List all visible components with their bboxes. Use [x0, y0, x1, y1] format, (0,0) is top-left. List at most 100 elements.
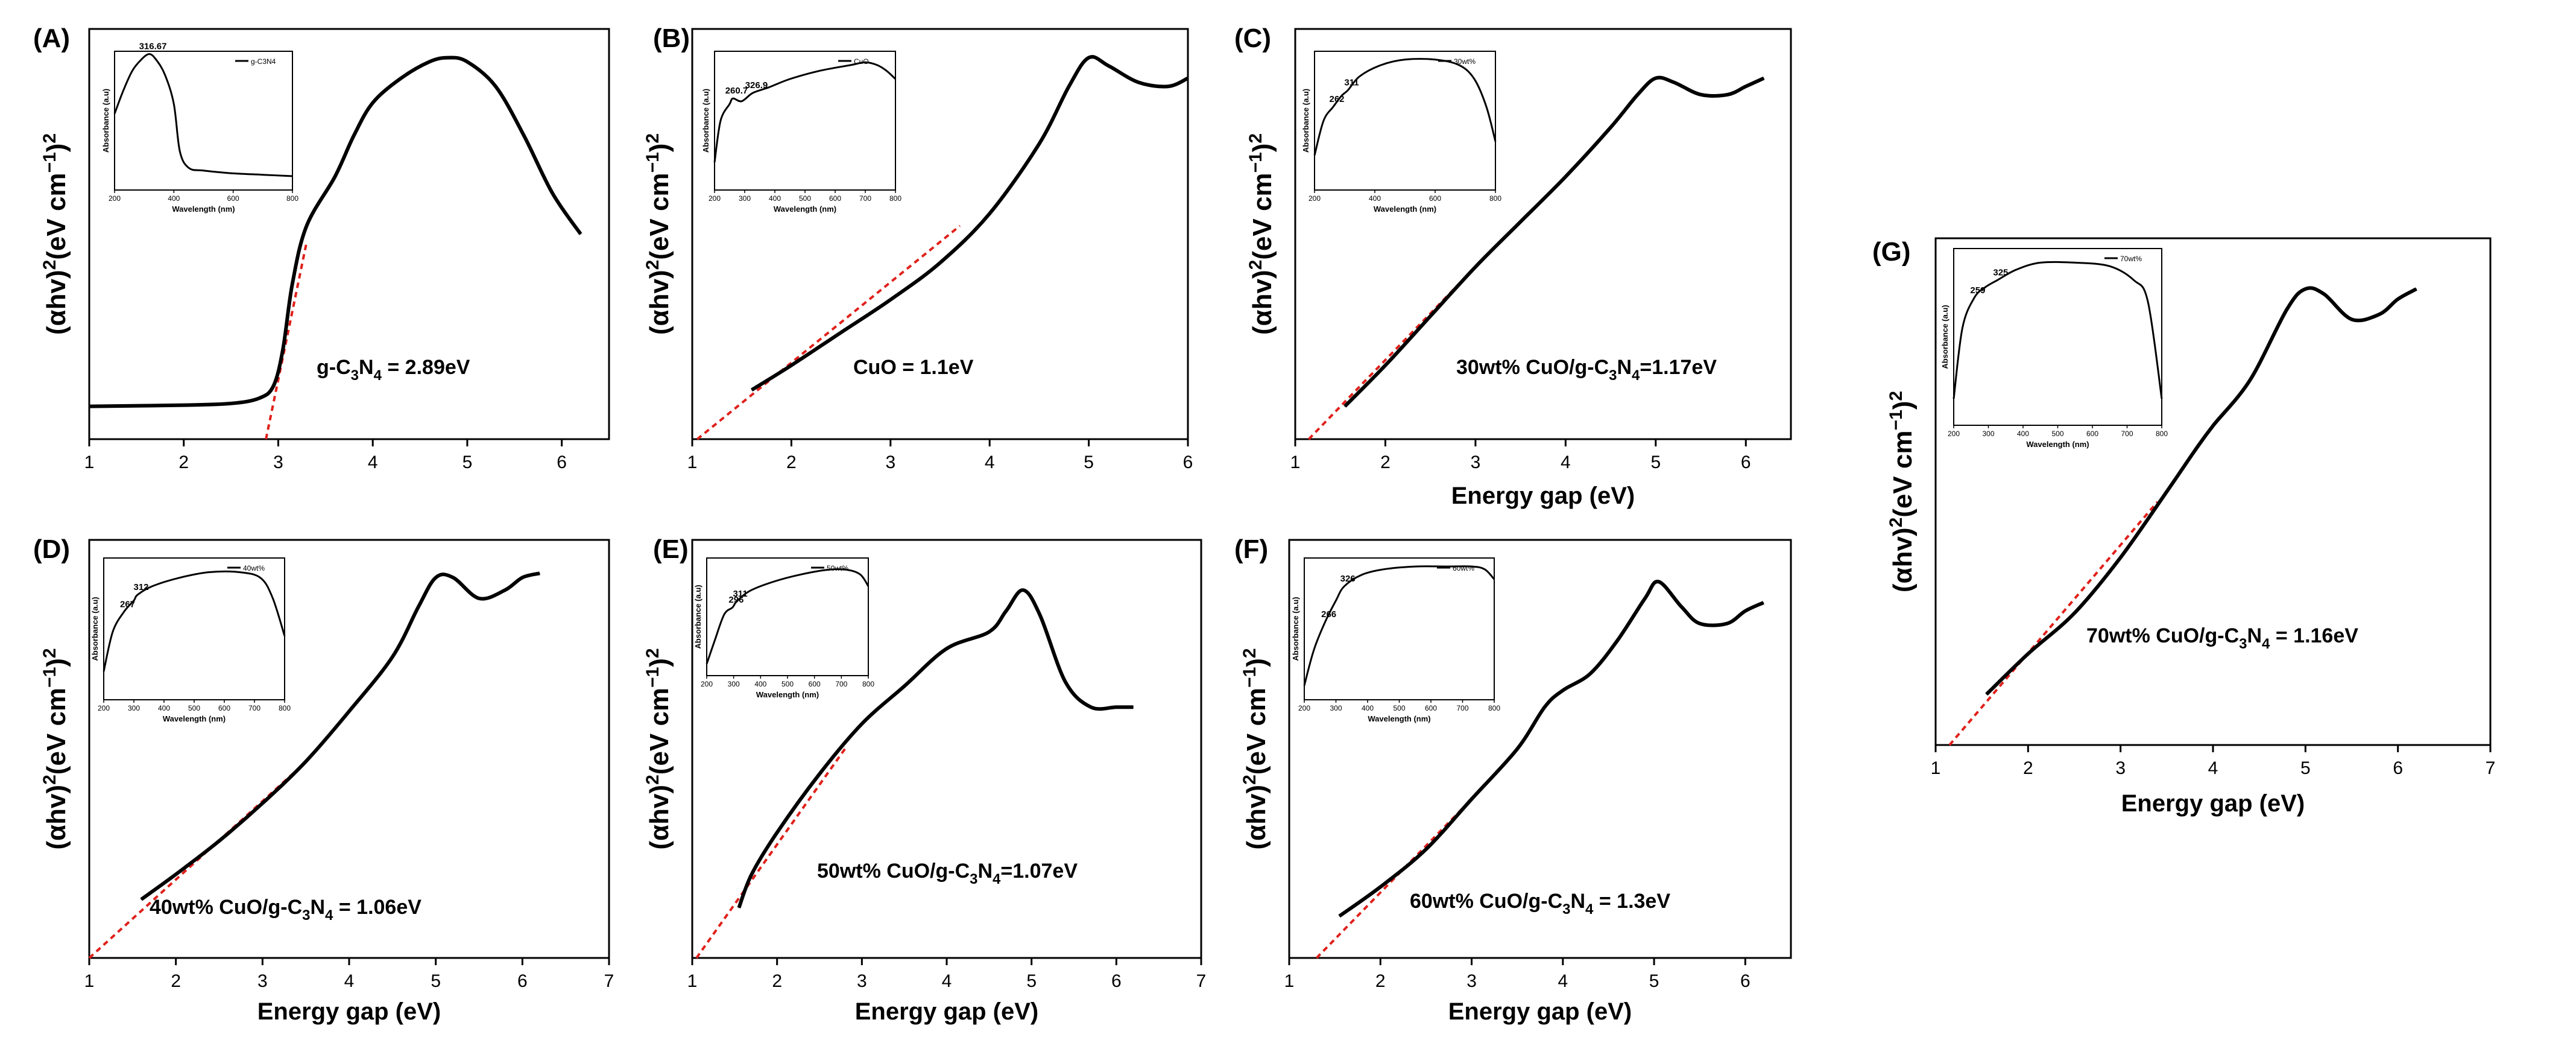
data-point — [447, 57, 449, 59]
inset-peak-label: 262 — [1329, 94, 1344, 104]
inset-frame — [103, 557, 285, 700]
x-tick-label: 3 — [1471, 452, 1481, 472]
y-label-unit-exp: −1 — [40, 667, 60, 688]
x-tick-label: 5 — [1084, 452, 1094, 472]
x-tick-label: 5 — [1650, 452, 1661, 472]
x-tick-label: 3 — [1466, 971, 1477, 991]
y-label-main: (αhv) — [1248, 270, 1277, 335]
plot-frame — [1294, 28, 1792, 440]
y-label-close: ) — [1888, 401, 1918, 410]
y-label-main: (αhv) — [1888, 527, 1918, 592]
annotation-sub3: 3 — [1609, 367, 1617, 384]
inset-x-tick-label: 600 — [1425, 704, 1437, 712]
inset-x-label: Wavelength (nm) — [1368, 714, 1430, 723]
y-label-exp: 2 — [643, 260, 663, 270]
plot-frame — [1288, 539, 1792, 959]
data-point — [1562, 690, 1564, 691]
bandgap-annotation: 50wt% CuO/g-C3N4=1.07eV — [817, 860, 1078, 887]
inset-x-tick-label: 300 — [728, 680, 740, 688]
inset-peak-label: 326.9 — [745, 80, 768, 90]
inset-x-tick-label: 700 — [1456, 704, 1468, 712]
data-point — [1116, 706, 1117, 708]
data-point — [2351, 319, 2352, 320]
y-label-close: ) — [1248, 144, 1277, 153]
inset-curve — [1303, 565, 1495, 686]
y-label-unit: (eV cm — [645, 173, 674, 259]
annotation-value: = 1.06eV — [333, 896, 421, 919]
tauc-fit-line — [1307, 266, 1477, 440]
data-point — [353, 135, 355, 136]
data-point — [523, 135, 525, 136]
y-label-unit-exp: −1 — [1240, 667, 1260, 688]
x-tick-label: 5 — [1026, 971, 1037, 991]
inset-frame — [1953, 248, 2162, 426]
plot-frame — [691, 28, 1189, 440]
inset-x-tick-label: 800 — [1488, 704, 1500, 712]
y-label-exp: 2 — [40, 775, 60, 785]
y-label-exp: 2 — [643, 775, 663, 785]
inset-x-tick-label: 400 — [1362, 704, 1374, 712]
x-tick-label: 5 — [462, 452, 473, 472]
x-tick-label: 2 — [786, 452, 797, 472]
y-label-unit-exp: −1 — [40, 152, 60, 173]
data-point — [2212, 425, 2214, 426]
y-label-unit-exp: −1 — [643, 152, 663, 173]
inset-x-tick-label: 400 — [769, 194, 781, 203]
y-label-unit: (eV cm — [1888, 430, 1918, 517]
x-tick-label: 1 — [687, 452, 698, 472]
data-point — [1744, 610, 1746, 612]
inset-y-label: Absorbance (a.u) — [101, 89, 110, 153]
inset-peak-label: 266 — [1321, 609, 1336, 620]
data-point — [1610, 127, 1611, 128]
panel-a: (A)1 2 3 4 5 6(αhv)2(eV cm−1)2g-C3N4 = 2.89eV… — [33, 24, 610, 472]
panel-label: (A) — [33, 24, 70, 53]
inset-frame — [114, 51, 293, 191]
inset-x-tick-label: 600 — [218, 704, 230, 712]
inset-x-tick-label: 300 — [1330, 704, 1342, 712]
inset-x-tick-label: 600 — [829, 194, 841, 203]
y-label-close-exp: 2 — [40, 648, 60, 658]
x-tick-label: 4 — [1558, 971, 1568, 991]
y-label-close-exp: 2 — [40, 133, 60, 144]
x-tick-label: 6 — [517, 971, 528, 991]
annotation-n: N — [2247, 624, 2262, 647]
x-tick-label: 3 — [857, 971, 867, 991]
inset-y-label: Absorbance (a.u) — [1301, 89, 1310, 153]
data-point — [495, 86, 496, 87]
y-label-main: (αhv) — [1242, 785, 1271, 850]
inset-x-tick-label: 400 — [158, 704, 170, 712]
inset-x-label: Wavelength (nm) — [756, 690, 819, 699]
x-tick-label: 3 — [885, 452, 895, 472]
data-point — [175, 873, 177, 875]
inset-legend-label: 60wt% — [1453, 564, 1474, 572]
inset-absorbance: 200 300 400 500 600 700 800 Wavelength (nm) Abso… — [1291, 557, 1500, 723]
inset-x-tick-label: 600 — [227, 194, 239, 203]
inset-x-label: Wavelength (nm) — [2026, 440, 2089, 449]
inset-x-tick-label: 200 — [98, 704, 110, 712]
x-tick-label: 5 — [2300, 758, 2311, 778]
x-tick-label: 7 — [2486, 758, 2496, 778]
annotation-text: g-C — [317, 356, 351, 379]
x-tick-label: 1 — [1931, 758, 1941, 778]
x-tick-label: 5 — [1649, 971, 1659, 991]
y-label-main: (αhv) — [645, 785, 674, 850]
data-point — [1699, 623, 1700, 624]
data-point — [890, 299, 891, 300]
inset-x-label: Wavelength (nm) — [1374, 204, 1436, 214]
annotation-sub4: 4 — [374, 367, 382, 384]
data-point — [1589, 673, 1591, 674]
annotation-text: 60wt% CuO/g-C — [1410, 890, 1562, 913]
inset-x-tick-label: 800 — [2156, 430, 2168, 438]
y-axis-label: (αhv)2(eV cm−1)2 — [1886, 391, 1918, 592]
inset-x-tick-label: 700 — [835, 680, 847, 688]
inset-x-tick-label: 800 — [1489, 194, 1501, 203]
x-tick-label: 6 — [557, 452, 567, 472]
plot-frame — [88, 28, 610, 440]
inset-frame — [1304, 557, 1495, 700]
data-point — [230, 403, 232, 404]
data-point — [1544, 706, 1545, 708]
data-point — [1565, 176, 1566, 177]
tauc-curve — [89, 55, 582, 408]
inset-x-tick-label: 500 — [1393, 704, 1405, 712]
